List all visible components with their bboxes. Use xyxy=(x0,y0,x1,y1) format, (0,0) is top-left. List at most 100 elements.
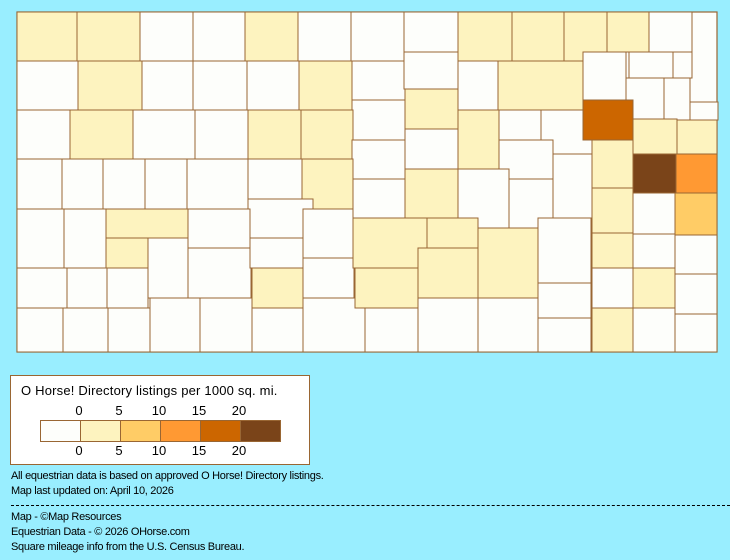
county xyxy=(69,109,134,160)
county xyxy=(591,232,634,269)
county xyxy=(247,158,303,200)
county xyxy=(351,60,406,101)
county xyxy=(16,11,78,62)
county xyxy=(537,217,592,284)
county xyxy=(194,109,249,160)
county xyxy=(477,227,539,299)
county xyxy=(632,192,676,235)
county xyxy=(675,153,718,194)
county xyxy=(582,99,634,141)
county xyxy=(497,109,542,141)
county xyxy=(63,208,107,269)
county xyxy=(351,99,406,141)
legend-swatch xyxy=(81,421,121,441)
legend-swatch xyxy=(161,421,201,441)
county xyxy=(187,208,251,249)
county xyxy=(351,139,406,180)
legend-bottom-label: 10 xyxy=(151,443,167,458)
legend-top-label: 0 xyxy=(75,403,83,418)
legend-swatch xyxy=(241,421,280,441)
last-updated-note: Map last updated on: April 10, 2026 xyxy=(11,485,174,497)
legend-bottom-label: 0 xyxy=(75,443,83,458)
county xyxy=(244,11,299,62)
data-credit: Equestrian Data - © 2026 OHorse.com xyxy=(11,526,190,538)
county xyxy=(591,267,634,309)
county xyxy=(537,317,592,353)
county xyxy=(62,307,109,353)
county xyxy=(404,88,459,130)
legend-top-label: 15 xyxy=(191,403,207,418)
legend-swatch xyxy=(41,421,81,441)
county xyxy=(404,168,459,219)
county xyxy=(403,51,459,90)
county xyxy=(141,60,194,111)
legend-bottom-label: 5 xyxy=(115,443,123,458)
county xyxy=(628,51,674,79)
county xyxy=(632,307,676,353)
county xyxy=(632,118,678,155)
county xyxy=(497,60,584,111)
county xyxy=(186,158,249,210)
county xyxy=(350,11,405,62)
county xyxy=(16,109,71,160)
county xyxy=(674,192,718,236)
county xyxy=(16,307,64,353)
county xyxy=(457,11,513,62)
county xyxy=(247,109,302,160)
county xyxy=(676,119,718,155)
census-credit: Square mileage info from the U.S. Census… xyxy=(11,541,245,553)
legend-swatch xyxy=(121,421,161,441)
county xyxy=(511,11,565,62)
county xyxy=(606,11,650,53)
divider xyxy=(11,505,730,506)
county xyxy=(16,158,63,210)
county xyxy=(297,11,352,62)
county xyxy=(63,267,108,309)
county xyxy=(61,158,104,210)
legend-top-label: 10 xyxy=(151,403,167,418)
county xyxy=(300,109,354,161)
legend-bottom-label: 15 xyxy=(191,443,207,458)
county xyxy=(632,233,676,269)
data-source-note: All equestrian data is based on approved… xyxy=(11,470,324,482)
county xyxy=(404,128,459,170)
county xyxy=(105,237,149,269)
county xyxy=(582,51,627,101)
county xyxy=(552,153,593,219)
county xyxy=(246,60,300,111)
county xyxy=(417,247,479,299)
county xyxy=(16,208,65,269)
legend-top-label: 5 xyxy=(115,403,123,418)
county xyxy=(192,11,246,62)
county xyxy=(302,257,355,299)
county xyxy=(674,313,718,353)
county xyxy=(364,307,419,353)
county xyxy=(457,109,500,170)
kansas-county-map xyxy=(16,11,719,353)
legend-title: O Horse! Directory listings per 1000 sq.… xyxy=(21,383,278,398)
county xyxy=(249,237,304,269)
county xyxy=(76,11,141,62)
county xyxy=(354,267,419,309)
county xyxy=(537,282,592,319)
legend-bottom-label: 20 xyxy=(231,443,247,458)
county xyxy=(352,217,428,269)
county xyxy=(457,60,499,111)
county xyxy=(107,307,151,353)
county xyxy=(351,178,406,219)
county xyxy=(403,11,459,53)
county xyxy=(632,267,676,309)
county xyxy=(144,158,188,210)
county xyxy=(192,60,248,111)
county xyxy=(591,307,634,353)
county xyxy=(16,267,68,309)
counties-layer xyxy=(16,11,719,353)
county xyxy=(106,267,149,309)
county xyxy=(591,187,634,234)
county xyxy=(105,208,189,239)
county xyxy=(674,234,718,275)
county xyxy=(147,237,189,299)
county xyxy=(132,109,196,160)
county xyxy=(77,60,143,111)
county xyxy=(251,307,304,353)
